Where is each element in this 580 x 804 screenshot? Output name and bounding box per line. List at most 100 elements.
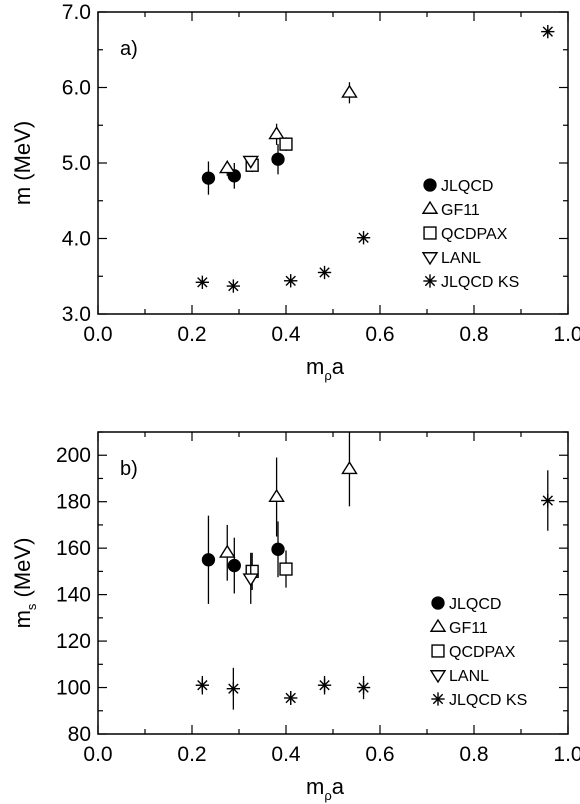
marker-filled-circle xyxy=(201,553,216,567)
y-tick-label: 200 xyxy=(56,444,91,467)
x-tick-label: 0.6 xyxy=(365,323,394,346)
series-qcdpax xyxy=(245,137,293,173)
marker-asterisk-stroke xyxy=(358,682,369,693)
data-point xyxy=(218,524,236,581)
series-qcdpax xyxy=(245,550,293,590)
x-axis-label-subscript: ρ xyxy=(324,368,331,383)
data-point xyxy=(201,161,216,195)
marker-filled-circle xyxy=(271,152,285,166)
marker-asterisk-stroke xyxy=(358,232,369,243)
y-tick-label: 6.0 xyxy=(62,77,91,100)
legend-label: JLQCD KS xyxy=(449,692,527,709)
marker-asterisk-stroke xyxy=(319,267,330,278)
x-tick-label: 0.6 xyxy=(365,743,394,766)
data-point xyxy=(218,160,236,176)
x-tick-label: 0.8 xyxy=(459,323,488,346)
marker-triangle-up xyxy=(268,488,285,503)
y-axis-label-main: m xyxy=(10,610,35,628)
legend-label: QCDPAX xyxy=(449,644,516,661)
series-lanl xyxy=(242,552,260,604)
plot-frame xyxy=(97,431,569,735)
x-tick-label: 0.4 xyxy=(271,743,301,766)
series-jlqcd-ks xyxy=(195,24,555,293)
legend-label: QCDPAX xyxy=(441,226,508,243)
marker-triangle-up xyxy=(341,84,358,98)
legend-label: JLQCD xyxy=(441,178,493,195)
y-tick-label: 80 xyxy=(68,723,91,746)
marker-filled-circle xyxy=(201,171,216,185)
marker-triangle-down xyxy=(429,670,447,684)
x-tick-label: 0.2 xyxy=(177,323,206,346)
marker-asterisk-stroke xyxy=(228,683,239,694)
marker-filled-circle xyxy=(423,178,437,192)
data-point xyxy=(271,521,285,578)
x-tick-label: 0.8 xyxy=(459,743,488,766)
x-axis-label: mρa xyxy=(306,774,345,803)
legend-label: JLQCD xyxy=(449,596,501,613)
data-point xyxy=(226,279,241,293)
y-axis-label-subscript: s xyxy=(24,603,39,610)
y-tick-label: 160 xyxy=(56,537,91,560)
y-tick-label: 120 xyxy=(56,630,91,653)
data-point xyxy=(356,675,371,700)
x-tick-label: 0.0 xyxy=(83,323,112,346)
marker-triangle-up xyxy=(268,126,285,140)
legend-label: LANL xyxy=(449,668,489,685)
data-point xyxy=(271,144,285,175)
data-point xyxy=(284,691,298,705)
marker-asterisk-stroke xyxy=(285,275,296,286)
marker-triangle-up xyxy=(341,460,358,475)
y-axis-label-main: m (MeV) xyxy=(10,121,35,205)
marker-square xyxy=(423,226,437,240)
x-axis-label: mρa xyxy=(306,354,345,383)
marker-square xyxy=(279,562,293,576)
legend-item: GF11 xyxy=(421,200,480,219)
marker-triangle-up xyxy=(218,160,236,174)
data-point xyxy=(242,552,260,604)
marker-asterisk-stroke xyxy=(432,693,444,705)
data-point xyxy=(195,675,209,695)
x-axis-label-suffix: a xyxy=(332,774,345,799)
marker-asterisk-stroke xyxy=(228,280,239,292)
data-point xyxy=(242,155,260,169)
x-axis-label-main: m xyxy=(306,354,324,379)
x-tick-label: 1.0 xyxy=(553,743,580,766)
legend-label: LANL xyxy=(441,250,481,267)
panel-label: a) xyxy=(120,38,138,60)
legend-item: QCDPAX xyxy=(423,226,508,243)
legend-label: JLQCD KS xyxy=(441,274,519,291)
series-jlqcd xyxy=(201,144,285,195)
data-point xyxy=(227,537,241,594)
x-axis-label-suffix: a xyxy=(332,354,345,379)
x-tick-label: 0.4 xyxy=(271,323,301,346)
data-point xyxy=(356,231,371,245)
legend-label: GF11 xyxy=(449,620,488,637)
series-gf11 xyxy=(218,432,358,581)
legend-item: LANL xyxy=(429,668,489,685)
marker-square xyxy=(431,644,445,658)
data-point xyxy=(195,275,209,289)
y-axis-label: m (MeV) xyxy=(10,121,35,205)
series-lanl xyxy=(242,155,260,169)
data-point xyxy=(279,137,293,151)
y-tick-label: 3.0 xyxy=(62,303,91,326)
x-tick-label: 0.0 xyxy=(83,743,112,766)
data-point xyxy=(284,274,298,288)
marker-asterisk-stroke xyxy=(285,692,296,704)
data-point xyxy=(279,550,293,588)
data-point xyxy=(541,24,555,39)
legend-item: LANL xyxy=(421,250,481,267)
y-tick-label: 4.0 xyxy=(62,228,91,251)
marker-triangle-up xyxy=(218,544,236,558)
legend-item: JLQCD KS xyxy=(423,274,519,291)
data-point xyxy=(226,667,241,710)
series-gf11 xyxy=(218,82,358,176)
x-tick-label: 0.2 xyxy=(177,743,206,766)
data-point xyxy=(268,123,285,145)
panel-label: b) xyxy=(120,458,138,480)
data-point xyxy=(268,457,285,537)
marker-asterisk-stroke xyxy=(197,680,208,691)
marker-asterisk-stroke xyxy=(542,26,553,37)
marker-filled-circle xyxy=(271,542,285,556)
